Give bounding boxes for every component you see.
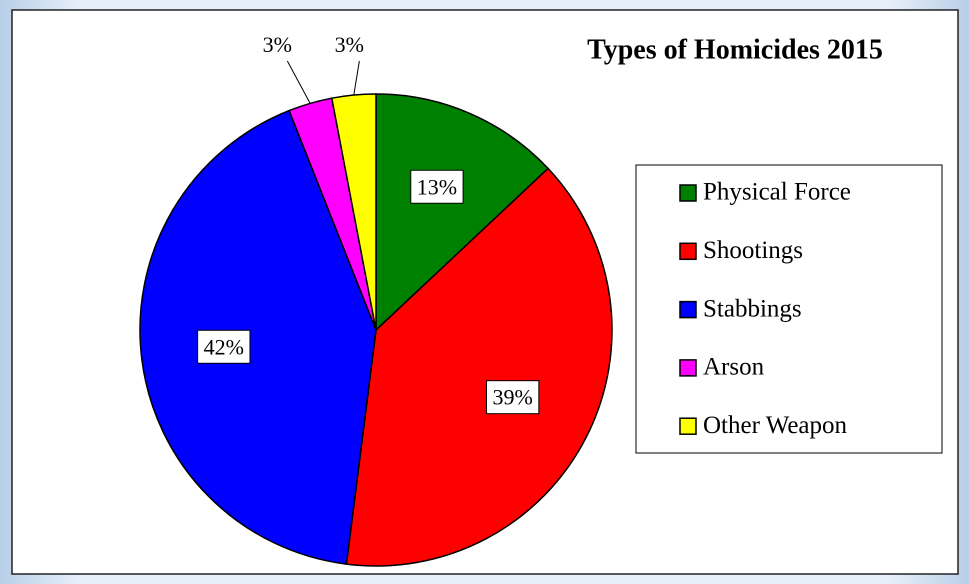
pie-slice bbox=[345, 167, 613, 567]
pie-slice bbox=[375, 93, 550, 332]
legend-label: Other Weapon bbox=[703, 412, 848, 439]
chart-title: Types of Homicides 2015 bbox=[587, 34, 883, 65]
data-label: 42% bbox=[204, 334, 244, 359]
data-label: 3% bbox=[335, 32, 364, 57]
pie-slice bbox=[139, 109, 377, 565]
data-label: 3% bbox=[263, 32, 292, 57]
legend-label: Stabbings bbox=[703, 295, 802, 322]
data-label-box bbox=[410, 169, 464, 204]
legend-label: Shootings bbox=[703, 237, 803, 264]
data-label-box bbox=[197, 329, 251, 364]
data-label: 39% bbox=[493, 385, 533, 410]
legend-swatch bbox=[679, 242, 697, 261]
leader-line bbox=[353, 60, 360, 96]
legend-swatch bbox=[679, 417, 697, 435]
data-label-box bbox=[486, 380, 540, 415]
leader-line bbox=[286, 60, 311, 104]
legend-label: Physical Force bbox=[703, 179, 851, 206]
legend-swatch bbox=[679, 359, 697, 377]
legend-label: Arson bbox=[703, 354, 765, 381]
data-label: 13% bbox=[417, 174, 457, 199]
legend-swatch bbox=[679, 184, 697, 202]
legend-swatch bbox=[679, 300, 697, 319]
